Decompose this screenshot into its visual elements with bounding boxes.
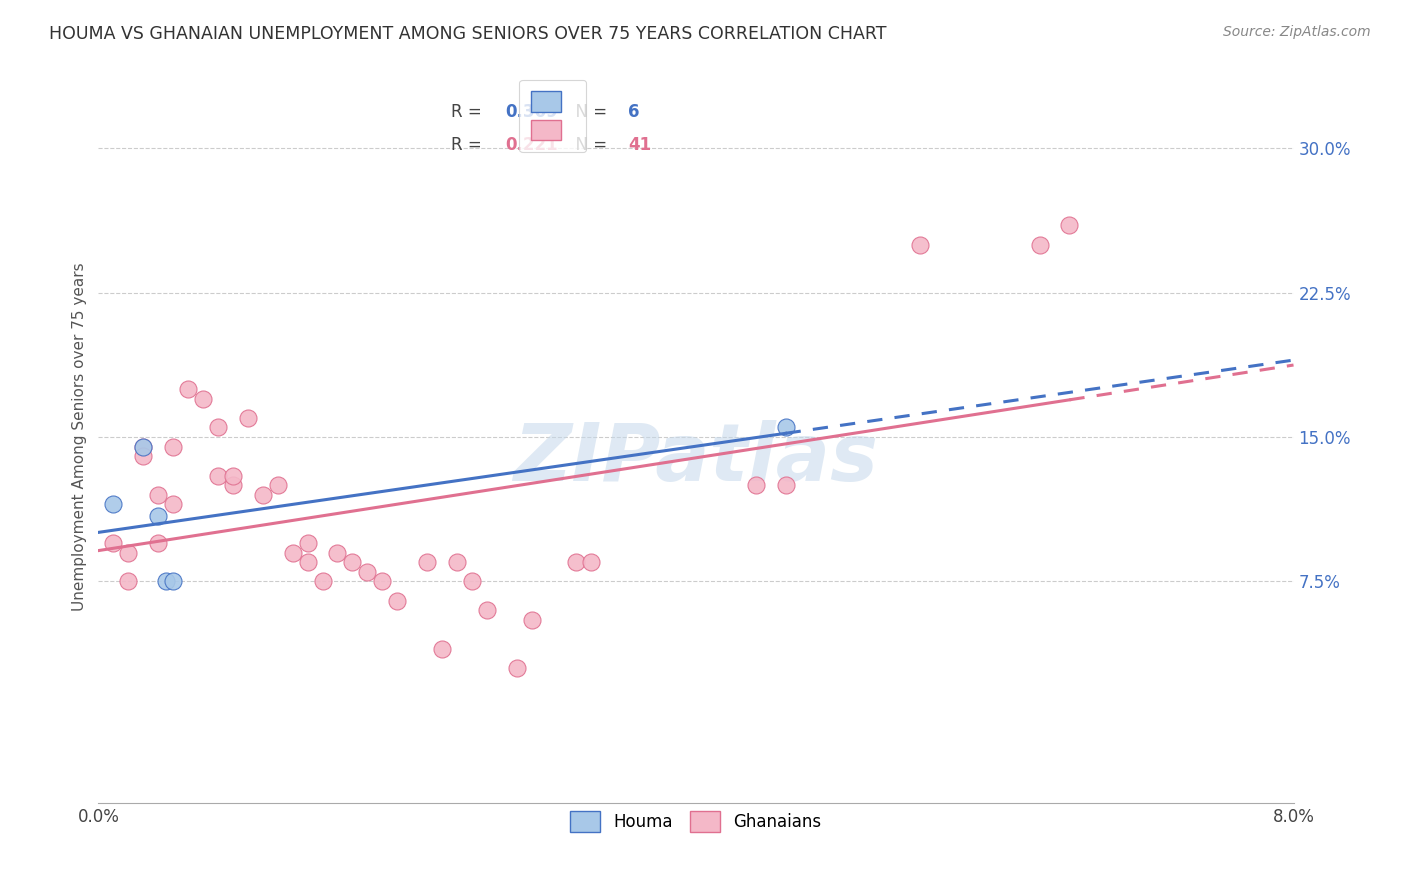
Point <box>117 545 139 559</box>
Point <box>581 555 603 569</box>
Point <box>775 420 797 434</box>
Point <box>103 498 125 512</box>
Text: R =: R = <box>451 136 486 153</box>
Point <box>207 420 229 434</box>
Text: ZIPatlas: ZIPatlas <box>513 420 879 498</box>
Text: 0.369: 0.369 <box>505 103 557 120</box>
Point <box>430 641 453 656</box>
Point <box>236 410 259 425</box>
Point <box>132 440 155 454</box>
Text: 0.221: 0.221 <box>505 136 557 153</box>
Point <box>371 574 394 589</box>
Point <box>520 613 543 627</box>
Point <box>132 440 155 454</box>
Point <box>565 555 588 569</box>
Point <box>148 488 170 502</box>
Point <box>297 536 319 550</box>
Point <box>356 565 378 579</box>
Point <box>326 545 349 559</box>
Point <box>1028 237 1050 252</box>
Point <box>148 508 170 523</box>
Point <box>342 555 364 569</box>
Text: HOUMA VS GHANAIAN UNEMPLOYMENT AMONG SENIORS OVER 75 YEARS CORRELATION CHART: HOUMA VS GHANAIAN UNEMPLOYMENT AMONG SEN… <box>49 25 887 43</box>
Point <box>132 450 155 464</box>
Point <box>252 488 274 502</box>
Point <box>222 478 245 492</box>
Point <box>461 574 484 589</box>
Point <box>162 440 184 454</box>
Point <box>148 536 170 550</box>
Point <box>908 237 931 252</box>
Point <box>191 392 214 406</box>
Point <box>311 574 333 589</box>
Point <box>177 382 200 396</box>
Point <box>117 574 139 589</box>
Point <box>297 555 319 569</box>
Point <box>385 593 409 607</box>
Point <box>506 661 529 675</box>
Point <box>207 468 229 483</box>
Text: Source: ZipAtlas.com: Source: ZipAtlas.com <box>1223 25 1371 39</box>
Text: N =: N = <box>565 136 612 153</box>
Point <box>281 545 304 559</box>
Text: R =: R = <box>451 103 486 120</box>
Point <box>775 478 797 492</box>
Point <box>162 498 184 512</box>
Point <box>416 555 439 569</box>
Text: N =: N = <box>565 103 612 120</box>
Point <box>267 478 290 492</box>
Text: 41: 41 <box>628 136 651 153</box>
Y-axis label: Unemployment Among Seniors over 75 years: Unemployment Among Seniors over 75 years <box>72 263 87 611</box>
Point <box>1059 219 1081 233</box>
Point <box>475 603 498 617</box>
Text: 6: 6 <box>628 103 640 120</box>
Point <box>162 574 184 589</box>
Point <box>446 555 468 569</box>
Point <box>103 536 125 550</box>
Point <box>222 468 245 483</box>
Legend: Houma, Ghanaians: Houma, Ghanaians <box>564 805 828 838</box>
Point <box>745 478 768 492</box>
Point <box>155 574 177 589</box>
